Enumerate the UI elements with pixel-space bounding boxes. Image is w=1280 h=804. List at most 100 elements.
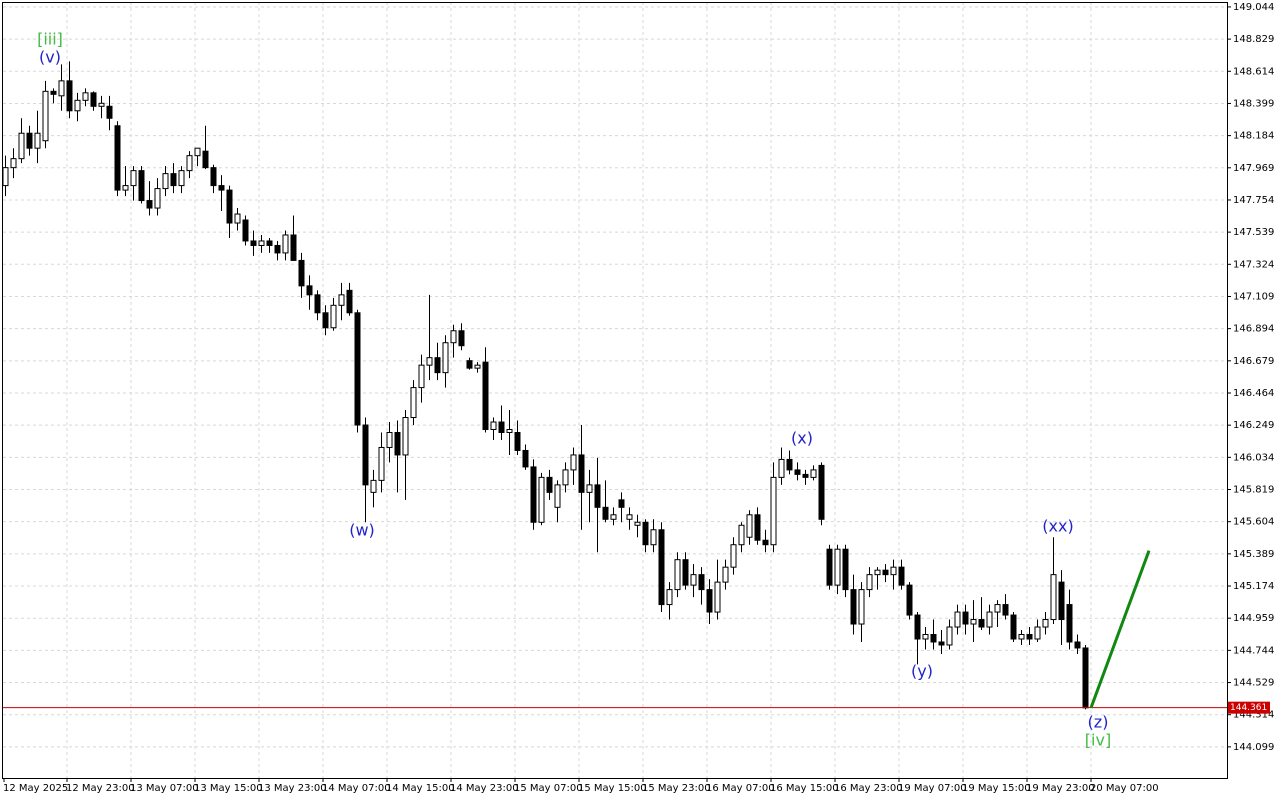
y-tick-label: 148.399 xyxy=(1233,98,1274,109)
candle-body xyxy=(90,92,97,107)
candle-body xyxy=(338,294,345,306)
candle-body xyxy=(386,431,393,448)
candle-body xyxy=(426,357,433,366)
candle-body xyxy=(466,360,473,369)
candle-body xyxy=(874,569,881,576)
candle-body xyxy=(634,521,641,526)
candle-body xyxy=(554,484,561,508)
y-tick-label: 144.099 xyxy=(1233,742,1274,753)
candle-body xyxy=(1058,581,1065,621)
candle-body xyxy=(114,125,121,191)
x-tick-label: 19 May 15:00 xyxy=(962,783,1031,794)
candle-body xyxy=(18,132,25,160)
candle-body xyxy=(2,167,9,187)
candle-body xyxy=(778,458,785,478)
y-tick-label: 147.324 xyxy=(1233,259,1274,270)
candle-body xyxy=(922,634,929,640)
candle-body xyxy=(202,150,209,169)
current-price-box xyxy=(1228,701,1270,714)
candle-body xyxy=(266,240,273,246)
candle-body xyxy=(1018,634,1025,640)
candle-body xyxy=(418,364,425,389)
candle-body xyxy=(914,614,921,640)
candle-body xyxy=(530,466,537,523)
x-tick-label: 14 May 07:00 xyxy=(322,783,391,794)
candle-body xyxy=(618,499,625,508)
candle-body xyxy=(234,213,241,224)
x-tick-label: 20 May 07:00 xyxy=(1090,783,1159,794)
candle-body xyxy=(306,285,313,296)
candle-body xyxy=(154,188,161,209)
candle-body xyxy=(482,361,489,431)
y-tick-label: 148.614 xyxy=(1233,66,1274,77)
candle-body xyxy=(138,170,145,202)
candle-body xyxy=(290,234,297,261)
y-tick-label: 144.314 xyxy=(1233,710,1274,721)
x-tick-label: 13 May 15:00 xyxy=(194,783,263,794)
candle-body xyxy=(282,234,289,254)
x-tick-label: 12 May 23:00 xyxy=(66,783,135,794)
y-tick-label: 147.754 xyxy=(1233,195,1274,206)
candle-body xyxy=(106,105,113,119)
candle-body xyxy=(730,544,737,568)
candle-body xyxy=(890,566,897,576)
candle-body xyxy=(586,484,593,493)
candle-body xyxy=(1034,626,1041,640)
candle-body xyxy=(834,548,841,586)
projection-line xyxy=(1089,550,1151,709)
candle-body xyxy=(122,185,129,191)
wave-label: (xx) xyxy=(1042,517,1073,536)
candle-body xyxy=(682,559,689,586)
candle-body xyxy=(762,539,769,546)
candle-body xyxy=(594,484,601,508)
candle-body xyxy=(978,619,985,628)
wave-label: (z) xyxy=(1088,713,1109,732)
y-tick-label: 144.744 xyxy=(1233,645,1274,656)
candle-body xyxy=(218,185,225,191)
grid xyxy=(3,2,1227,778)
candle-body xyxy=(626,514,633,520)
x-tick-label: 14 May 23:00 xyxy=(450,783,519,794)
candle-body xyxy=(194,147,201,157)
candle-body xyxy=(34,132,41,149)
candle-body xyxy=(250,240,257,246)
candle-body xyxy=(434,357,441,374)
candle-body xyxy=(754,514,761,541)
x-tick-label: 16 May 07:00 xyxy=(706,783,775,794)
candle-body xyxy=(986,611,993,628)
candle-body xyxy=(74,99,81,112)
candle-body xyxy=(898,566,905,586)
x-tick-label: 16 May 23:00 xyxy=(834,783,903,794)
candle-body xyxy=(514,431,521,451)
candle-body xyxy=(722,566,729,583)
candle-body xyxy=(994,604,1001,613)
candle-body xyxy=(858,589,865,625)
candle-body xyxy=(1042,619,1049,628)
candle-body xyxy=(970,619,977,625)
candle-body xyxy=(930,634,937,643)
candle-body xyxy=(810,469,817,478)
candle-body xyxy=(1082,647,1089,709)
y-tick-label: 145.174 xyxy=(1233,581,1274,592)
candle-body xyxy=(522,449,529,468)
candle-body xyxy=(450,330,457,344)
candle-body xyxy=(354,312,361,426)
candle-body xyxy=(786,458,793,471)
wave-label: [iii] xyxy=(37,30,63,49)
candle-body xyxy=(26,132,33,149)
x-tick-label: 16 May 15:00 xyxy=(770,783,839,794)
marks xyxy=(2,61,1089,710)
candle-body xyxy=(346,289,353,314)
plot-frame xyxy=(2,2,1228,779)
candle-body xyxy=(698,574,705,591)
candle-body xyxy=(738,524,745,546)
candle-body xyxy=(658,529,665,606)
candle-body xyxy=(938,641,945,646)
candle-body xyxy=(362,424,369,486)
candle-body xyxy=(66,80,73,112)
candle-body xyxy=(1010,614,1017,640)
candle-body xyxy=(882,569,889,576)
candle-body xyxy=(82,92,89,101)
x-tick-label: 19 May 23:00 xyxy=(1026,783,1095,794)
